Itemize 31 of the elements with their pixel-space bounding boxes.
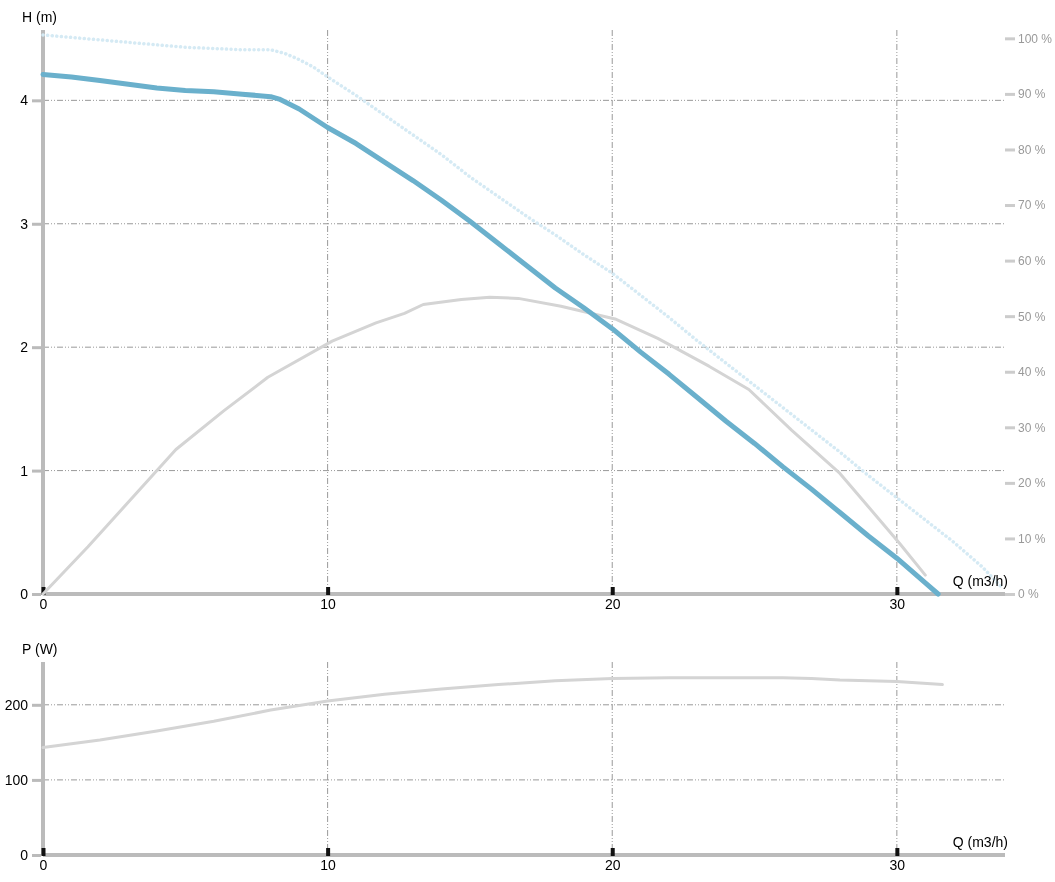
y-tick-label: 3 [20, 215, 29, 232]
y-axis-title: P (W) [22, 641, 58, 657]
y-tick-label: 100 [4, 771, 29, 788]
y2-tick-label: 10 % [1018, 531, 1046, 546]
y-tick-label: 200 [4, 696, 29, 713]
y2-tick-label: 80 % [1018, 142, 1046, 157]
y2-tick-label: 100 % [1018, 31, 1053, 46]
x-tick-label: 0 [39, 595, 48, 612]
y-tick-label: 4 [20, 92, 29, 109]
x-axis-title: Q (m3/h) [952, 573, 1008, 589]
y2-tick-label: 70 % [1018, 198, 1046, 213]
y2-tick-label: 60 % [1018, 253, 1046, 268]
x-tick-label: 10 [320, 595, 337, 612]
x-tick-label: 30 [889, 856, 906, 873]
y-tick-label: 2 [20, 339, 29, 356]
y2-tick-label: 20 % [1018, 476, 1046, 491]
line-series [41, 295, 927, 596]
x-tick-label: 20 [604, 856, 621, 873]
y2-tick-label: 40 % [1018, 365, 1046, 380]
x-axis-title: Q (m3/h) [952, 834, 1008, 850]
y2-tick-label: 30 % [1018, 420, 1046, 435]
x-tick-label: 30 [889, 595, 906, 612]
y2-tick-label: 0 % [1018, 587, 1040, 602]
line-series [41, 676, 944, 750]
y-axis-title: H (m) [22, 9, 57, 25]
x-tick-label: 20 [604, 595, 621, 612]
y2-tick-label: 50 % [1018, 309, 1046, 324]
x-tick-label: 0 [39, 856, 48, 873]
y2-tick-label: 90 % [1018, 87, 1046, 102]
x-tick-label: 10 [320, 856, 337, 873]
y-tick-label: 1 [20, 462, 29, 479]
